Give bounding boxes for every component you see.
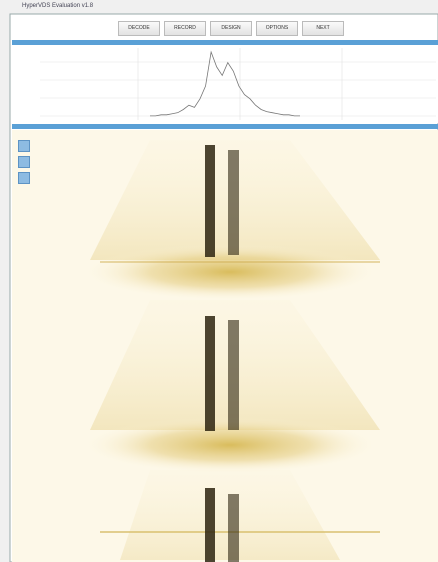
window-title: HyperVDS Evaluation v1.8 [22,3,93,9]
app-window: HyperVDS Evaluation v1.8 DECODE RECORD DES… [0,0,438,562]
background [0,0,438,562]
toolbar-button[interactable]: DECODE [118,21,160,36]
toolbar-button[interactable]: RECORD [164,21,206,36]
toolbar-button[interactable]: OPTIONS [256,21,298,36]
toolbar-button[interactable]: NEXT [302,21,344,36]
side-button[interactable] [18,140,30,152]
plot-header [12,40,438,45]
waterfall-header [12,124,438,129]
side-button[interactable] [18,172,30,184]
toolbar-button[interactable]: DESIGN [210,21,252,36]
side-button[interactable] [18,156,30,168]
